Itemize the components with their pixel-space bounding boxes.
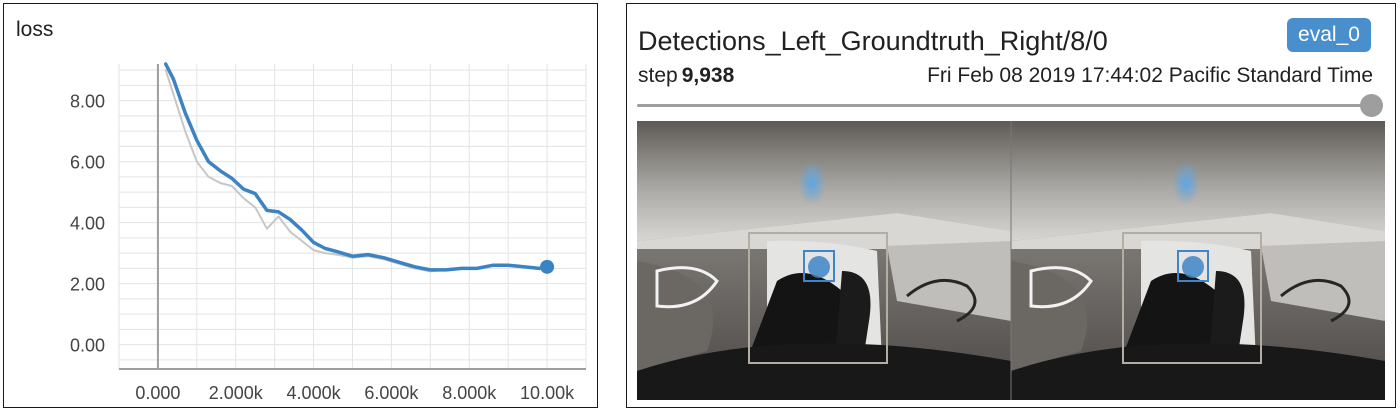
groundtruth-view-right: [1009, 121, 1385, 400]
image-summary-card: Detections_Left_Groundtruth_Right/8/0 ev…: [626, 3, 1396, 408]
y-tick-label: 4.00: [70, 214, 105, 234]
step-info: step 9,938 Fri Feb 08 2019 17:44:02 Pacif…: [638, 64, 1373, 88]
x-tick-label: 4.000k: [287, 383, 342, 403]
step-timestamp: Fri Feb 08 2019 17:44:02 Pacific Standar…: [927, 64, 1373, 87]
slider-track[interactable]: [637, 104, 1371, 107]
run-badge: eval_0: [1287, 18, 1371, 52]
last-point-marker: [540, 259, 555, 274]
y-tick-label: 2.00: [70, 275, 105, 295]
loss-line-chart[interactable]: 0.00 2.00 4.00 6.00 8.00 0.000 2.000k 4.000k 6.0…: [4, 4, 596, 406]
chart-title: loss: [16, 18, 54, 41]
detection-view-left: [637, 121, 1013, 400]
x-tick-label: 10.00k: [520, 383, 575, 403]
step-label: step: [638, 64, 678, 87]
loss-chart-card: loss 0.00 2.00 4.00 6.00 8.00 0.000 2.000k 4.00…: [3, 3, 598, 408]
series-line-smoothed: [163, 62, 549, 272]
x-tick-label: 8.000k: [442, 383, 497, 403]
y-tick-label: 6.00: [70, 153, 105, 173]
x-tick-label: 2.000k: [209, 383, 264, 403]
y-tick-label: 0.00: [70, 336, 105, 356]
step-value: 9,938: [681, 64, 735, 87]
chart-grid: [118, 64, 587, 369]
step-slider[interactable]: [637, 94, 1383, 118]
chart-tick-labels: 0.00 2.00 4.00 6.00 8.00 0.000 2.000k 4.000k 6.0…: [70, 92, 575, 403]
x-tick-label: 0.000: [135, 383, 180, 403]
chart-axes: [119, 64, 586, 370]
image-card-title: Detections_Left_Groundtruth_Right/8/0: [638, 26, 1108, 56]
y-tick-label: 8.00: [70, 92, 105, 112]
detection-image[interactable]: [637, 121, 1385, 400]
slider-thumb[interactable]: [1360, 94, 1383, 117]
chart-series: [163, 62, 555, 274]
x-tick-label: 6.000k: [364, 383, 419, 403]
